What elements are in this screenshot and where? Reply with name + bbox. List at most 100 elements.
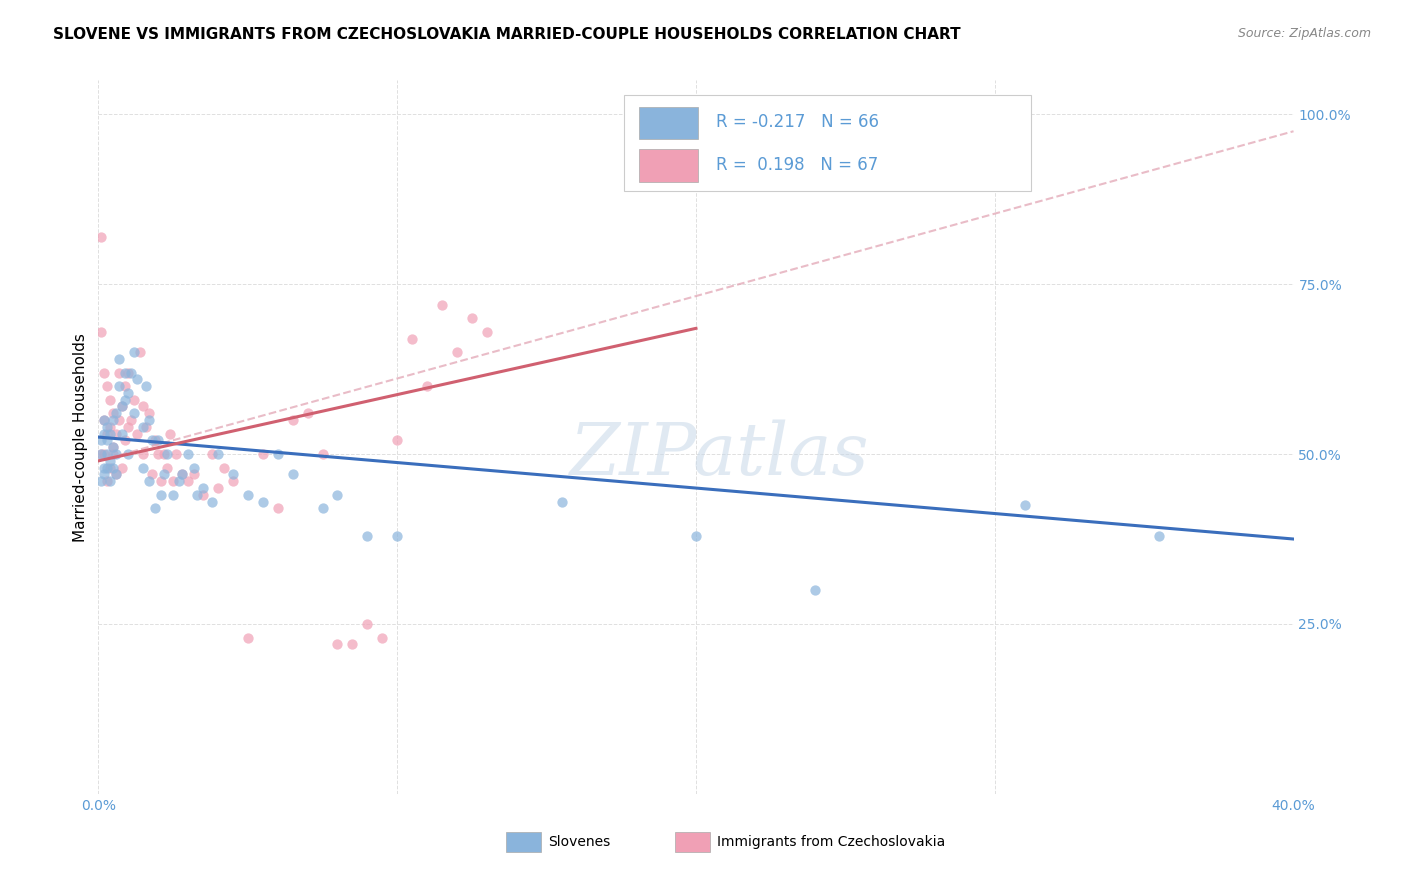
Point	[165, 447, 187, 461]
Point	[138, 406, 160, 420]
Text: SLOVENE VS IMMIGRANTS FROM CZECHOSLOVAKIA MARRIED-COUPLE HOUSEHOLDS CORRELATION : SLOVENE VS IMMIGRANTS FROM CZECHOSLOVAKI…	[53, 27, 962, 42]
Point	[207, 481, 229, 495]
Point	[222, 467, 245, 482]
Point	[191, 488, 214, 502]
Point	[252, 494, 274, 508]
Point	[222, 475, 245, 489]
Point	[111, 460, 134, 475]
Point	[297, 406, 319, 420]
Point	[1014, 498, 1036, 512]
Point	[93, 413, 115, 427]
Point	[236, 631, 259, 645]
Point	[103, 440, 125, 454]
Point	[103, 413, 125, 427]
Point	[105, 467, 128, 482]
Point	[90, 325, 112, 339]
Point	[120, 413, 142, 427]
Point	[252, 447, 274, 461]
Point	[103, 406, 125, 420]
Point	[430, 297, 453, 311]
Point	[172, 467, 194, 482]
Point	[117, 420, 139, 434]
Point	[183, 467, 205, 482]
Point	[177, 475, 200, 489]
Point	[385, 528, 409, 542]
Point	[143, 501, 166, 516]
Point	[93, 467, 115, 482]
Point	[90, 475, 112, 489]
Point	[124, 392, 146, 407]
Point	[132, 460, 155, 475]
Point	[103, 460, 125, 475]
Point	[127, 426, 149, 441]
Point	[342, 637, 364, 651]
Point	[207, 447, 229, 461]
Point	[117, 385, 139, 400]
Point	[98, 460, 122, 475]
Point	[96, 379, 118, 393]
Point	[117, 447, 139, 461]
Point	[135, 420, 157, 434]
Point	[90, 434, 112, 448]
FancyBboxPatch shape	[638, 150, 699, 182]
Point	[93, 413, 115, 427]
Point	[90, 229, 112, 244]
Point	[186, 488, 208, 502]
Point	[401, 332, 423, 346]
Text: R =  0.198   N = 67: R = 0.198 N = 67	[716, 156, 879, 174]
Point	[138, 475, 160, 489]
Point	[98, 392, 122, 407]
Point	[96, 434, 118, 448]
Point	[138, 413, 160, 427]
Point	[108, 366, 131, 380]
Point	[150, 475, 173, 489]
Point	[105, 406, 128, 420]
Point	[267, 501, 290, 516]
Point	[804, 582, 827, 597]
Point	[93, 366, 115, 380]
Point	[103, 447, 125, 461]
Point	[356, 528, 378, 542]
Point	[177, 447, 200, 461]
Point	[90, 447, 112, 461]
Point	[132, 447, 155, 461]
Point	[326, 488, 349, 502]
Point	[1147, 528, 1170, 542]
Point	[143, 434, 166, 448]
Point	[167, 475, 190, 489]
Point	[108, 413, 131, 427]
Point	[281, 413, 304, 427]
Point	[148, 434, 170, 448]
Point	[191, 481, 214, 495]
Point	[416, 379, 439, 393]
Point	[114, 392, 136, 407]
Point	[172, 467, 194, 482]
Point	[148, 447, 170, 461]
Point	[371, 631, 394, 645]
Point	[108, 379, 131, 393]
Text: ZIPatlas: ZIPatlas	[569, 419, 870, 491]
Point	[98, 475, 122, 489]
Point	[114, 379, 136, 393]
Point	[156, 460, 179, 475]
Point	[356, 617, 378, 632]
Point	[111, 400, 134, 414]
Point	[93, 460, 115, 475]
FancyBboxPatch shape	[624, 95, 1031, 191]
Text: Source: ZipAtlas.com: Source: ZipAtlas.com	[1237, 27, 1371, 40]
Point	[475, 325, 498, 339]
Point	[281, 467, 304, 482]
Point	[132, 400, 155, 414]
Point	[150, 488, 173, 502]
Point	[141, 467, 163, 482]
Point	[124, 345, 146, 359]
Point	[153, 447, 176, 461]
Point	[96, 447, 118, 461]
Point	[129, 345, 152, 359]
Point	[311, 447, 333, 461]
Point	[385, 434, 409, 448]
Point	[114, 366, 136, 380]
Point	[105, 426, 128, 441]
Point	[153, 467, 176, 482]
Point	[103, 440, 125, 454]
